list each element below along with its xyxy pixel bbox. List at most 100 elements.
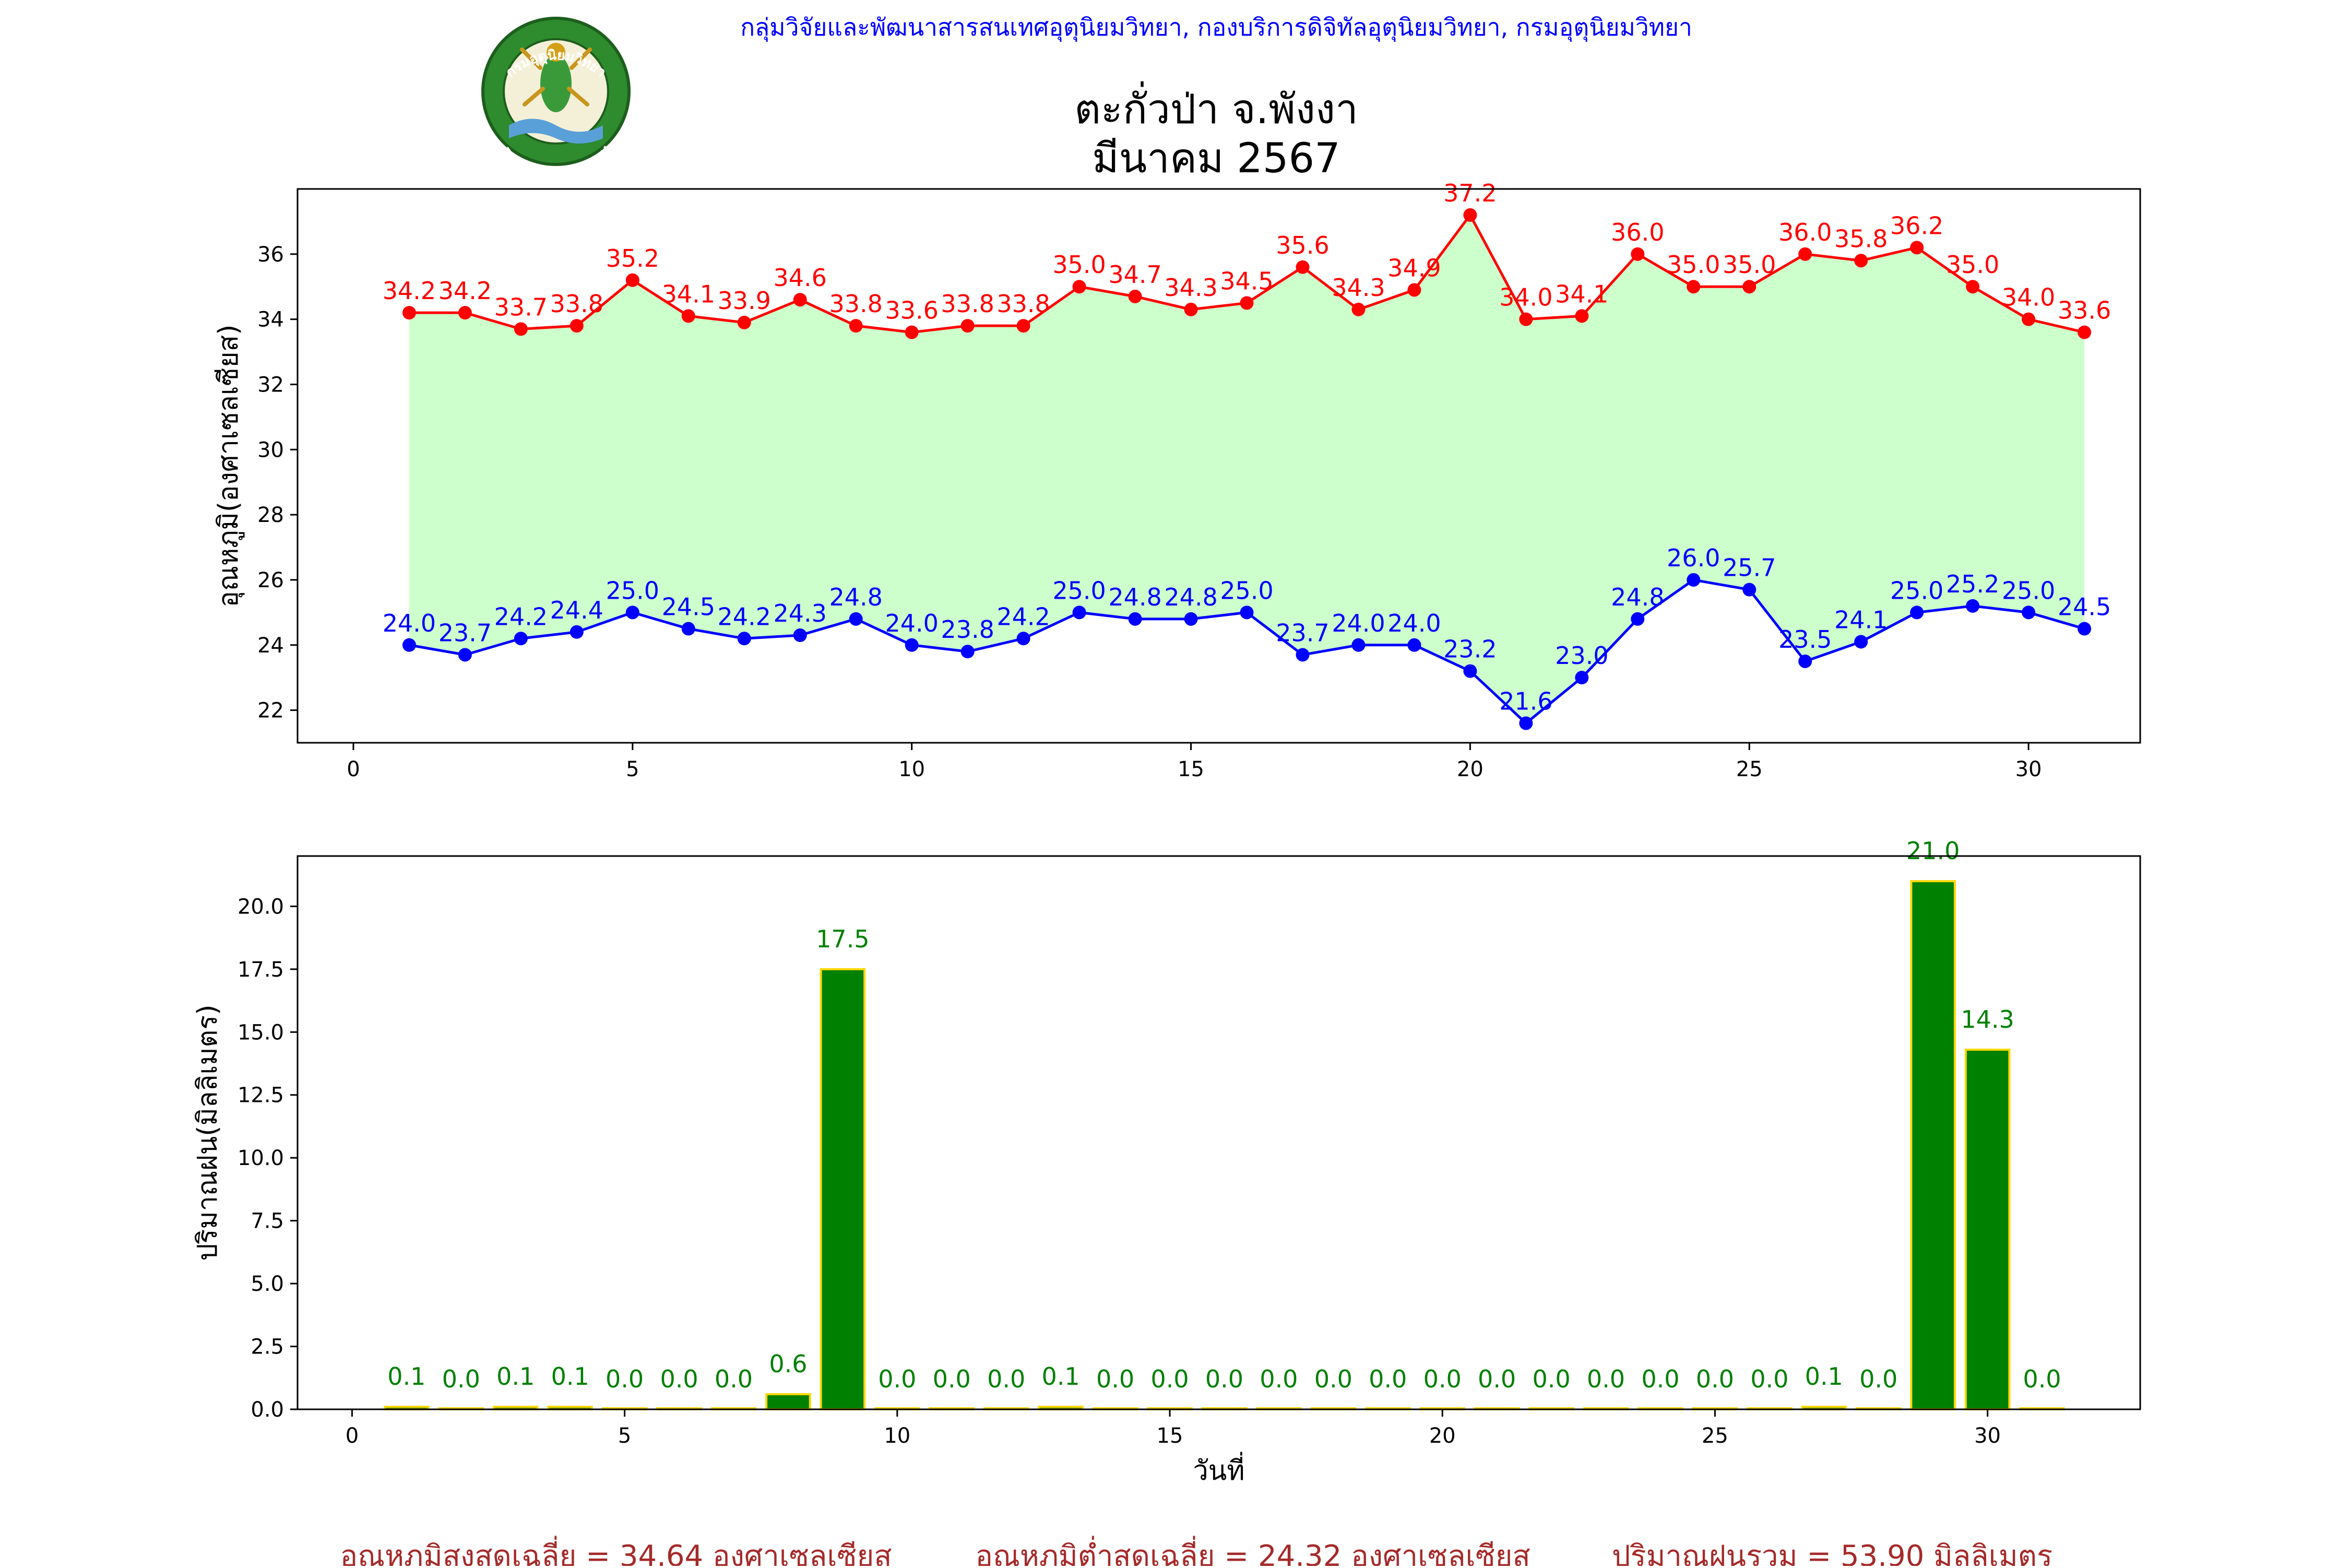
min-temperature-point — [1742, 583, 1757, 597]
min-temperature-value-label: 24.2 — [718, 602, 771, 631]
rainfall-value-label: 0.1 — [387, 1362, 425, 1391]
rainfall-value-label: 0.0 — [1369, 1365, 1407, 1393]
rainfall-value-label: 0.0 — [442, 1365, 480, 1393]
temperature-plot-frame — [296, 188, 2141, 744]
max-temperature-point — [849, 319, 863, 333]
min-temperature-value-label: 24.8 — [1108, 583, 1161, 611]
min-temperature-value-label: 25.2 — [1946, 570, 1999, 598]
max-temperature-value-label: 34.7 — [1108, 260, 1161, 289]
rainfall-value-label: 0.1 — [1805, 1362, 1843, 1391]
max-temperature-value-label: 37.2 — [1443, 179, 1497, 207]
temperature-y-axis-label: อุณหภูมิ(องศาเซลเซียส) — [213, 325, 245, 608]
min-temperature-point — [1854, 635, 1868, 649]
rainfall-value-label: 0.0 — [1859, 1365, 1897, 1393]
max-temperature-value-label: 35.0 — [1946, 251, 1999, 279]
temperature-chart: 34.2 34.233.7 33.835.234.1 33.934.633.8 33.6… — [213, 179, 2141, 781]
max-temperature-point — [737, 315, 751, 329]
max-temperature-point — [1575, 309, 1589, 323]
min-temperature-point — [1966, 599, 1980, 613]
temperature-y-tick-label: 22 — [257, 699, 284, 723]
rainfall-value-label: 14.3 — [1961, 1005, 2014, 1034]
min-temperature-point — [514, 632, 528, 646]
summary-total-rainfall: ปริมาณฝนรวม = 53.90 มิลลิเมตร — [1612, 1539, 2053, 1566]
rainfall-value-label: 0.0 — [1587, 1365, 1625, 1393]
max-temperature-point — [514, 322, 528, 336]
rainfall-chart: 0.1 0.0 0.1 0.1 0.0 0.0 0.0 0.6 17.5 0.0 0.0 0.0 0.1… — [192, 837, 2141, 1487]
max-temperature-value-label: 33.6 — [2058, 296, 2111, 325]
min-temperature-value-label: 21.6 — [1499, 687, 1552, 716]
chart-title-month: มีนาคม 2567 — [1092, 135, 1340, 182]
rainfall-x-tick-label: 0 — [346, 1424, 359, 1448]
min-temperature-point — [960, 645, 975, 659]
max-temperature-value-label: 35.0 — [1052, 251, 1106, 279]
organization-line: กลุ่มวิจัยและพัฒนาสารสนเทศอุตุนิยมวิทยา,… — [740, 13, 1692, 42]
min-temperature-point — [1407, 638, 1421, 652]
rainfall-plot-frame — [296, 855, 2141, 1410]
min-temperature-value-label: 24.2 — [494, 602, 548, 631]
min-temperature-value-label: 24.8 — [1611, 583, 1664, 611]
min-temperature-value-label: 23.8 — [941, 615, 994, 644]
min-temperature-value-label: 26.0 — [1667, 544, 1720, 572]
min-temperature-value-label: 24.0 — [1332, 609, 1385, 637]
max-temperature-value-label: 34.9 — [1387, 254, 1441, 282]
min-temperature-point — [1575, 671, 1589, 685]
rainfall-value-label: 21.0 — [1906, 837, 1960, 865]
min-temperature-value-label: 25.0 — [1220, 576, 1273, 604]
rainfall-value-label: 0.0 — [1150, 1365, 1189, 1393]
max-temperature-value-label: 35.0 — [1723, 251, 1776, 279]
max-temperature-value-label: 34.2 — [438, 277, 492, 305]
min-temperature-value-label: 25.7 — [1723, 554, 1776, 582]
max-temperature-value-label: 34.1 — [1555, 280, 1608, 308]
max-temperature-value-label: 34.5 — [1220, 267, 1273, 295]
temperature-y-ticks: 22 24 26 28 30 32 34 36 — [257, 243, 298, 723]
rainfall-value-label: 0.0 — [1423, 1365, 1462, 1393]
rainfall-x-tick-label: 20 — [1429, 1424, 1456, 1448]
max-temperature-value-label: 35.8 — [1834, 224, 1888, 253]
rainfall-value-label: 0.0 — [987, 1365, 1025, 1393]
min-temperature-point — [1519, 716, 1533, 730]
rainfall-bar — [765, 1393, 811, 1410]
min-temperature-point — [1631, 612, 1645, 626]
max-temperature-value-label: 35.6 — [1276, 231, 1329, 259]
max-temperature-value-label: 34.2 — [383, 277, 436, 305]
rainfall-x-tick-label: 10 — [884, 1424, 910, 1448]
max-temperature-value-label: 33.8 — [829, 290, 882, 318]
max-temperature-point — [1240, 296, 1254, 310]
rainfall-value-label: 0.0 — [1696, 1365, 1734, 1393]
min-temperature-value-label: 24.5 — [2058, 593, 2111, 621]
rainfall-value-label: 0.0 — [1532, 1365, 1570, 1393]
max-temperature-value-label: 34.3 — [1164, 274, 1217, 302]
max-temperature-point — [1687, 280, 1701, 294]
temperature-y-tick-label: 36 — [257, 243, 284, 267]
min-temperature-value-label: 24.4 — [550, 596, 603, 624]
rainfall-y-tick-label: 15.0 — [238, 1020, 284, 1044]
rainfall-y-tick-label: 7.5 — [251, 1209, 284, 1233]
max-temperature-point — [1128, 289, 1142, 303]
rainfall-x-ticks: 0 5 10 15 20 25 30 — [346, 1409, 2001, 1448]
max-temperature-point — [1854, 254, 1868, 268]
summary-average-max-temperature: อุณหภูมิสูงสุดเฉลี่ย = 34.64 องศาเซลเซีย… — [340, 1536, 892, 1566]
temperature-x-tick-label: 25 — [1736, 757, 1763, 781]
max-temperature-value-label: 34.3 — [1332, 274, 1385, 302]
max-temperature-point — [1184, 302, 1198, 316]
rainfall-value-label: 17.5 — [816, 925, 869, 953]
max-temperature-point — [1351, 302, 1366, 316]
rainfall-y-tick-label: 12.5 — [238, 1084, 284, 1108]
min-temperature-point — [737, 632, 751, 646]
min-temperature-point — [2078, 622, 2092, 636]
temperature-x-tick-label: 0 — [347, 757, 360, 781]
max-temperature-value-label: 33.6 — [885, 296, 938, 325]
min-temperature-value-label: 24.0 — [1387, 609, 1441, 637]
temperature-data-points — [402, 208, 2092, 730]
min-temperature-point — [2022, 605, 2036, 620]
rainfall-value-label: 0.0 — [1205, 1365, 1243, 1393]
max-temperature-point — [402, 306, 416, 320]
temperature-y-tick-label: 24 — [257, 634, 284, 658]
rainfall-value-label: 0.0 — [933, 1365, 971, 1393]
max-temperature-point — [1016, 319, 1030, 333]
max-temperature-value-label: 35.2 — [606, 244, 659, 272]
max-temperature-point — [1072, 280, 1086, 294]
min-temperature-point — [681, 622, 695, 636]
max-temperature-point — [1407, 283, 1421, 297]
min-temperature-point — [905, 638, 919, 652]
